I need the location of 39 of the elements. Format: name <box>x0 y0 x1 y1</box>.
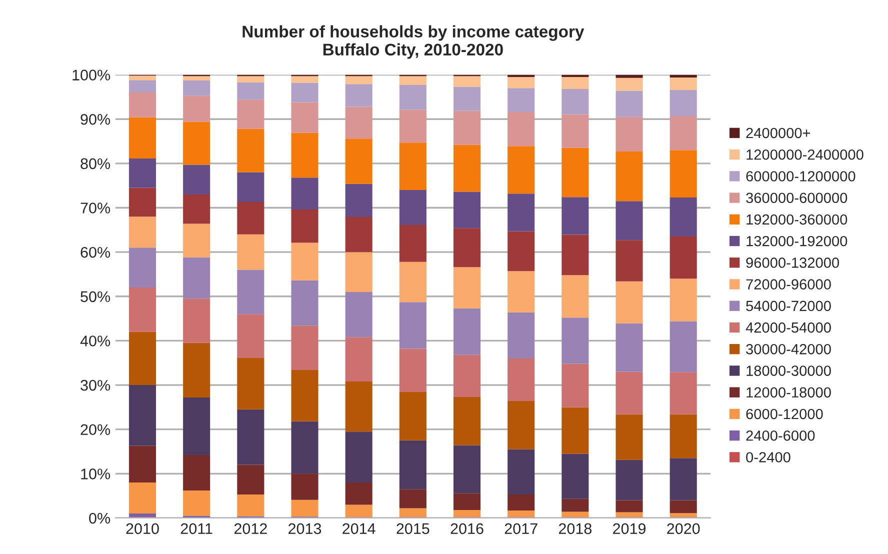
legend-label: 96000-132000 <box>746 258 840 268</box>
legend-label: 2400000+ <box>746 128 810 138</box>
legend-label: 6000-12000 <box>746 408 823 420</box>
legend-label: 192000-360000 <box>746 214 848 225</box>
y-tick-label: 100% <box>72 70 110 80</box>
legend-label: 1200000-2400000 <box>746 149 864 160</box>
y-tick-label: 20% <box>80 424 110 436</box>
x-tick-label: 2016 <box>450 523 484 534</box>
x-tick-label: 2019 <box>613 523 646 534</box>
y-tick-label: 60% <box>80 246 110 258</box>
x-tick-label: 2013 <box>288 523 322 534</box>
x-tick-label: 2012 <box>234 523 267 534</box>
y-tick-label: 0% <box>89 512 110 524</box>
x-tick-label: 2020 <box>667 523 700 534</box>
x-tick-label: 2010 <box>126 523 159 534</box>
x-tick-label: 2018 <box>558 523 592 534</box>
y-tick-label: 30% <box>80 380 110 391</box>
legend-label: 30000-42000 <box>746 344 831 354</box>
y-tick-label: 80% <box>80 158 110 170</box>
legend-label: 360000-600000 <box>746 192 848 204</box>
legend-label: 12000-18000 <box>746 387 831 398</box>
y-tick-label: 90% <box>80 114 110 125</box>
legend-label: 2400-6000 <box>746 430 815 441</box>
x-tick-label: 2015 <box>396 523 430 534</box>
x-tick-label: 2014 <box>342 523 376 534</box>
legend-label: 42000-54000 <box>746 322 831 333</box>
legend-label: 18000-30000 <box>746 366 831 376</box>
x-tick-label: 2017 <box>504 523 538 534</box>
legend-label: 132000-192000 <box>746 236 848 246</box>
legend-label: 72000-96000 <box>746 279 831 290</box>
y-tick-label: 50% <box>80 291 110 302</box>
y-tick-label: 10% <box>81 468 110 480</box>
y-tick-label: 70% <box>80 202 110 214</box>
legend-label: 54000-72000 <box>746 300 831 312</box>
chart-title: Number of households by income category Buffalo City, 2010-2020 <box>242 25 584 59</box>
y-tick-label: 40% <box>80 336 110 346</box>
legend-label: 0-2400 <box>746 452 790 462</box>
legend-label: 600000-1200000 <box>746 171 856 182</box>
x-tick-label: 2011 <box>180 523 212 534</box>
